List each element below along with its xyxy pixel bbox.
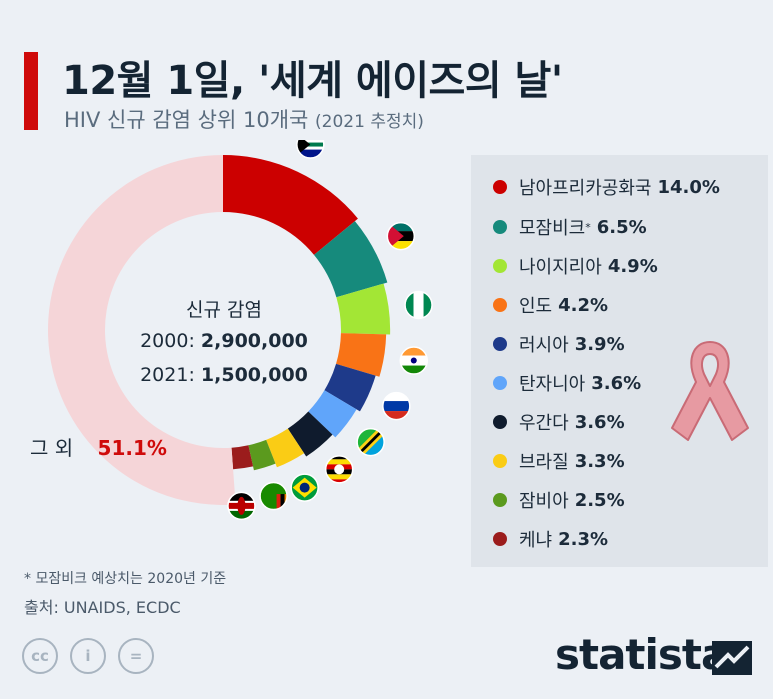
south-africa-flag-icon bbox=[296, 140, 325, 159]
donut-slice-other bbox=[47, 155, 236, 506]
accent-bar bbox=[24, 52, 38, 130]
center-value-2021: 1,500,000 bbox=[200, 364, 308, 386]
mozambique-flag-icon bbox=[386, 221, 416, 251]
donut-slice bbox=[248, 439, 276, 471]
kenya-flag-icon bbox=[227, 491, 256, 521]
center-year-2000: 2000: bbox=[140, 330, 195, 352]
center-line-2000: 2000: 2,900,000 bbox=[134, 330, 314, 352]
center-value-2000: 2,900,000 bbox=[200, 330, 308, 352]
other-name: 그 외 bbox=[30, 436, 74, 460]
legend-value: 3.9% bbox=[574, 333, 625, 355]
donut-slice bbox=[308, 390, 357, 438]
legend-item: 우간다 3.6% bbox=[493, 407, 625, 437]
center-line-2021: 2021: 1,500,000 bbox=[134, 364, 314, 386]
legend-dot bbox=[493, 454, 507, 468]
legend-item: 모잠비크 * 6.5% bbox=[493, 212, 647, 242]
nigeria-flag-icon bbox=[404, 290, 433, 320]
legend-value: 2.3% bbox=[558, 528, 609, 550]
zambia-flag-icon bbox=[259, 481, 288, 511]
legend-value: 3.6% bbox=[574, 411, 625, 433]
cc-icon[interactable]: cc bbox=[22, 638, 58, 674]
legend-dot bbox=[493, 532, 507, 546]
legend-value: 4.2% bbox=[558, 294, 609, 316]
legend-dot bbox=[493, 180, 507, 194]
donut-slice bbox=[324, 363, 376, 412]
legend-dot bbox=[493, 298, 507, 312]
legend-item: 러시아 3.9% bbox=[493, 329, 625, 359]
page-subtitle: HIV 신규 감염 상위 10개국 (2021 추정치) bbox=[64, 104, 424, 134]
legend-item: 탄자니아 3.6% bbox=[493, 368, 641, 398]
attribution-icon[interactable]: i bbox=[70, 638, 106, 674]
legend-value: 4.9% bbox=[607, 255, 658, 277]
legend-name: 러시아 bbox=[519, 335, 569, 356]
statista-logo-icon bbox=[712, 641, 752, 675]
donut-slice bbox=[313, 221, 388, 298]
legend-value: 3.6% bbox=[591, 372, 642, 394]
other-slice-label: 그 외 51.1% bbox=[30, 432, 167, 461]
uganda-flag-icon bbox=[324, 455, 354, 484]
footnote: * 모잠비크 예상치는 2020년 기준 bbox=[24, 571, 227, 587]
donut-slice bbox=[231, 445, 254, 470]
legend-dot bbox=[493, 493, 507, 507]
legend-name: 인도 bbox=[519, 296, 553, 317]
legend-value: 2.5% bbox=[574, 489, 625, 511]
brazil-flag-icon bbox=[290, 473, 319, 502]
legend-dot bbox=[493, 220, 507, 234]
legend-value: 6.5% bbox=[596, 216, 647, 238]
legend-name: 모잠비크 bbox=[519, 218, 586, 239]
legend-value: 14.0% bbox=[657, 176, 720, 198]
source: 출처: UNAIDS, ECDC bbox=[24, 598, 181, 617]
donut-chart bbox=[47, 140, 433, 521]
no-derivatives-icon[interactable]: = bbox=[118, 638, 154, 674]
legend-item: 남아프리카공화국 14.0% bbox=[493, 172, 720, 202]
legend-item: 나이지리아 4.9% bbox=[493, 251, 658, 281]
legend-item: 케냐 2.3% bbox=[493, 524, 608, 554]
legend-name: 남아프리카공화국 bbox=[519, 178, 652, 199]
aids-ribbon-icon bbox=[671, 341, 749, 441]
subtitle-text: HIV 신규 감염 상위 10개국 bbox=[64, 108, 309, 132]
page-title: 12월 1일, '세계 에이즈의 날' bbox=[62, 58, 563, 104]
legend-name: 나이지리아 bbox=[519, 257, 602, 278]
donut-slice bbox=[266, 428, 305, 468]
legend-footnote-mark: * bbox=[585, 220, 591, 234]
donut-slice bbox=[336, 333, 387, 377]
center-year-2021: 2021: bbox=[140, 364, 195, 386]
legend-dot bbox=[493, 337, 507, 351]
legend-item: 잠비아 2.5% bbox=[493, 485, 625, 515]
donut-slice bbox=[287, 411, 333, 457]
legend-name: 잠비아 bbox=[519, 491, 569, 512]
legend-name: 브라질 bbox=[519, 452, 569, 473]
legend-name: 케냐 bbox=[519, 530, 553, 551]
other-value: 51.1% bbox=[97, 436, 167, 460]
donut-slice bbox=[336, 283, 391, 335]
india-flag-icon bbox=[399, 346, 429, 375]
legend-item: 인도 4.2% bbox=[493, 290, 608, 320]
legend-dot bbox=[493, 259, 507, 273]
russia-flag-icon bbox=[382, 391, 411, 421]
donut-slice bbox=[223, 155, 358, 255]
legend-dot bbox=[493, 376, 507, 390]
center-heading: 신규 감염 bbox=[186, 299, 262, 321]
legend-name: 탄자니아 bbox=[519, 374, 586, 395]
subtitle-note: (2021 추정치) bbox=[315, 112, 424, 132]
tanzania-flag-icon bbox=[356, 427, 385, 457]
legend-name: 우간다 bbox=[519, 413, 569, 434]
legend-value: 3.3% bbox=[574, 450, 625, 472]
legend-item: 브라질 3.3% bbox=[493, 446, 625, 476]
legend-dot bbox=[493, 415, 507, 429]
statista-logo[interactable]: statista bbox=[555, 630, 729, 679]
